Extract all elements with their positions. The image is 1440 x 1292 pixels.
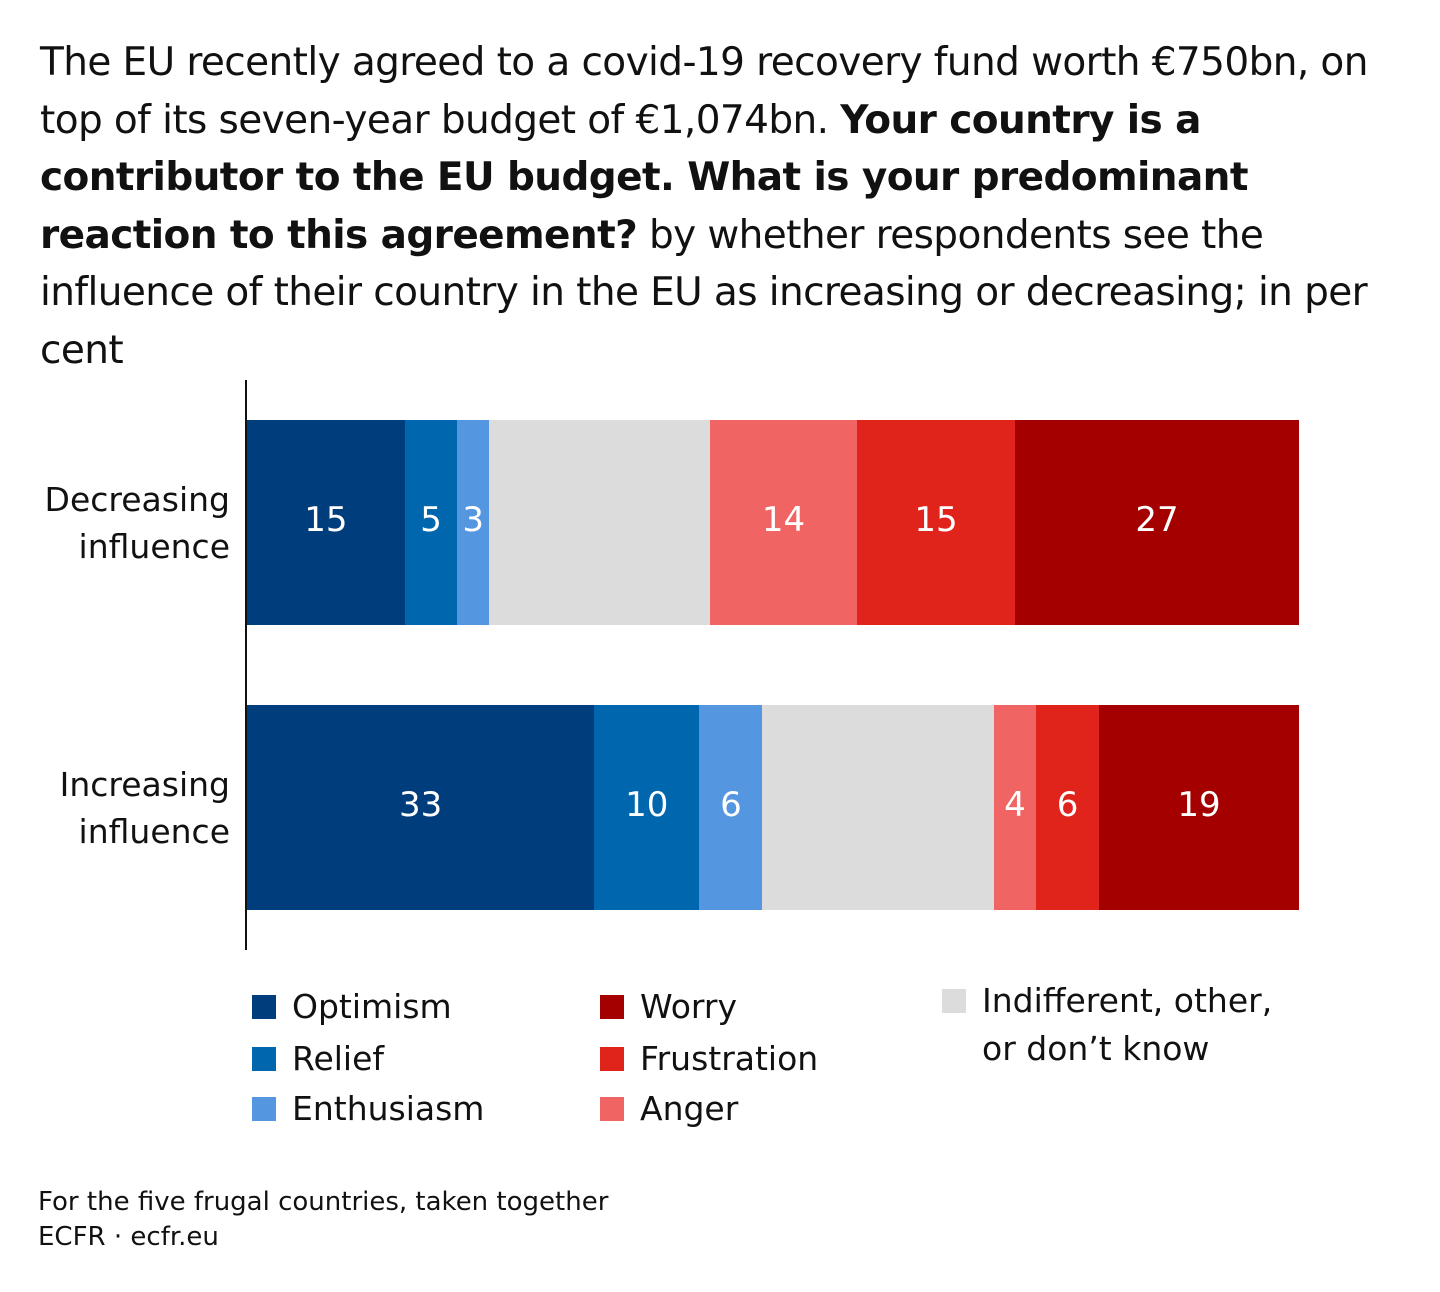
legend-swatch [600,1047,624,1071]
bar-segment-frustration [857,420,1016,625]
bar-segment-optimism [247,420,406,625]
bar-segment-indifferent [488,420,711,625]
bar-segment-relief [594,705,700,910]
data-label: 27 [1135,500,1179,540]
legend-label-line: or don’t know [982,1029,1210,1068]
category-label-line: influence [78,812,230,851]
source: ECFR · ecfr.eu [38,1222,219,1252]
bar-segment-enthusiasm [457,420,490,625]
bar-segment-anger [709,420,858,625]
data-label: 10 [625,785,669,825]
category-label: Increasing influence [0,761,230,855]
legend-label: Frustration [640,1039,819,1078]
legend-label: Indifferent, other, or don’t know [982,977,1272,1073]
y-axis-line [245,380,247,950]
category-label-line: Increasing [59,765,230,804]
bar-segment-enthusiasm [699,705,763,910]
data-label: 15 [914,500,958,540]
legend-swatch [600,995,624,1019]
legend-swatch [942,989,966,1013]
bar-segment-indifferent [762,705,995,910]
legend-label: Anger [640,1089,739,1128]
bar-segment-frustration [1036,705,1100,910]
data-label: 33 [398,785,443,825]
category-label-line: influence [78,527,230,566]
category-label-line: Decreasing [44,480,230,519]
bar-segment-worry [1014,420,1300,625]
data-label: 6 [720,785,742,825]
data-label: 6 [1056,785,1079,825]
category-label: Decreasing influence [0,476,230,570]
footnote: For the five frugal countries, taken tog… [38,1187,609,1217]
data-label: 15 [304,500,348,540]
data-label: 3 [462,500,484,540]
data-label: 19 [1177,785,1221,825]
legend-label: Worry [640,987,737,1026]
legend-label: Relief [292,1039,385,1078]
title-part: by whether respondents see the influence… [40,212,1368,373]
legend-swatch [252,1097,276,1121]
bar-segment-optimism [247,705,595,910]
title-part: Your country is a contributor to the EU … [40,97,1248,258]
legend-swatch [600,1097,624,1121]
data-label: 5 [420,500,442,540]
bar-segment-worry [1099,705,1300,910]
legend-swatch [252,995,276,1019]
chart-title: The EU recently agreed to a covid-19 rec… [40,34,1410,379]
data-label: 14 [761,500,806,540]
legend-label: Enthusiasm [292,1089,485,1128]
bar-segment-relief [404,420,458,625]
legend-swatch [252,1047,276,1071]
data-label: 4 [1004,785,1026,825]
legend-label-line: Indifferent, other, [982,981,1273,1020]
title-part: The EU recently agreed to a covid-19 rec… [40,40,1368,143]
legend-label: Optimism [292,987,452,1026]
bar-segment-anger [993,705,1037,910]
